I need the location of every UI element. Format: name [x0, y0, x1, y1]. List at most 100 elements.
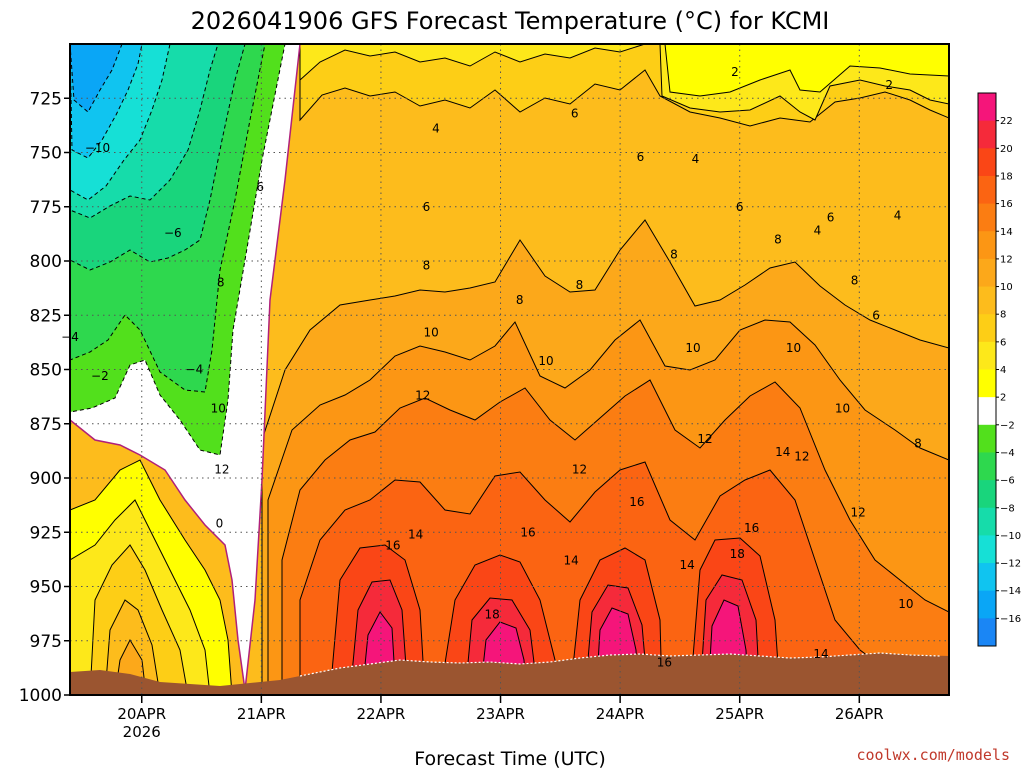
contour-label: 6 [637, 150, 645, 164]
contour-label: 12 [794, 449, 809, 463]
colorbar-swatch [978, 563, 996, 592]
colorbar-swatch [978, 231, 996, 260]
contour-label: 16 [657, 655, 672, 669]
contour-label: 6 [736, 200, 744, 214]
y-tick-label: 800 [30, 252, 62, 272]
colorbar-swatch [978, 203, 996, 232]
colorbar-swatch [978, 148, 996, 177]
colorbar-swatch [978, 480, 996, 509]
colorbar: 22 20 18 16 14 12 10 8 6 4 2 −2 −4 −6 −8 −10 −12 −14 −16 [977, 92, 1021, 647]
colorbar-swatch [978, 286, 996, 315]
contour-label: 16 [385, 538, 400, 552]
colorbar-swatch [978, 452, 996, 481]
colorbar-swatch [978, 120, 996, 149]
x-tick-label: 21APR [237, 705, 286, 723]
colorbar-label: 18 [1000, 171, 1013, 182]
y-tick-label: 825 [30, 306, 62, 326]
colorbar-swatch [978, 590, 996, 619]
contour-label: 16 [520, 525, 535, 539]
contour-label: −2 [91, 369, 109, 383]
contour-label: 14 [775, 445, 790, 459]
contour-label: 6 [571, 106, 579, 120]
contour-label: 2 [885, 78, 893, 92]
colorbar-label: 22 [1000, 116, 1013, 127]
colorbar-label: 4 [1000, 365, 1006, 376]
colorbar-label: −12 [1000, 559, 1021, 570]
y-tick-label: 850 [30, 361, 62, 381]
contour-label: 6 [872, 308, 880, 322]
contour-label: 6 [827, 211, 835, 225]
band-warm-2 [664, 44, 949, 97]
contour-label: 8 [851, 274, 859, 288]
colorbar-label: 12 [1000, 254, 1013, 265]
credit-link[interactable]: coolwx.com/models [856, 746, 1010, 764]
band-cold-m14 [70, 44, 123, 113]
colorbar-label: −2 [1000, 420, 1015, 431]
contour-label: 8 [914, 436, 922, 450]
contour-label: 2 [731, 65, 739, 79]
x-tick-label: 22APR [357, 705, 406, 723]
contour-label: 4 [894, 208, 902, 222]
contour-label: 10 [786, 341, 801, 355]
y-axis: 725 750 775 800 825 850 875 900 925 950 975 1000 [19, 89, 70, 706]
colorbar-swatch [978, 175, 996, 205]
contour-label: 8 [774, 232, 782, 246]
contour-label: 8 [670, 247, 678, 261]
contour-label: 10 [211, 402, 226, 416]
y-tick-label: 925 [30, 523, 62, 543]
contour-label: 8 [576, 278, 584, 292]
x-tick-sublabel: 2026 [123, 723, 161, 741]
y-tick-label: 950 [30, 578, 62, 598]
contour-label: −4 [186, 363, 204, 377]
y-tick-label: 750 [30, 144, 62, 164]
contour-label: 4 [692, 152, 700, 166]
colorbar-label: 6 [1000, 337, 1006, 348]
contour-label: −10 [85, 141, 110, 155]
contour-label: 16 [629, 495, 644, 509]
colorbar-swatch [978, 535, 996, 564]
contour-label: 4 [814, 224, 822, 238]
contour-label: 16 [744, 521, 759, 535]
contour-label: 0 [216, 517, 224, 531]
contour-label: 14 [408, 527, 423, 541]
colorbar-label: 8 [1000, 310, 1006, 321]
colorbar-label: 20 [1000, 144, 1013, 155]
x-tick-label: 25APR [715, 705, 764, 723]
colorbar-label: 16 [1000, 199, 1013, 210]
colorbar-label: −16 [1000, 614, 1021, 625]
y-tick-label: 725 [30, 89, 62, 109]
colorbar-swatch [978, 258, 996, 288]
contour-label: 14 [679, 558, 694, 572]
x-tick-label: 23APR [476, 705, 525, 723]
colorbar-label: −14 [1000, 586, 1021, 597]
contour-label: 12 [214, 462, 229, 476]
contour-label: 12 [415, 389, 430, 403]
colorbar-swatch [978, 369, 996, 398]
contour-label: −6 [164, 226, 182, 240]
contour-label: 12 [850, 506, 865, 520]
contour-label: 18 [730, 547, 745, 561]
colorbar-swatch [978, 93, 996, 122]
contour-label: 14 [563, 553, 578, 567]
y-tick-label: 975 [30, 632, 62, 652]
y-tick-label: 775 [30, 198, 62, 218]
colorbar-swatch [978, 507, 996, 536]
contour-label: 10 [835, 402, 850, 416]
contour-label: 18 [485, 608, 500, 622]
x-tick-label: 26APR [835, 705, 884, 723]
y-tick-label: 900 [30, 469, 62, 489]
colorbar-label: −6 [1000, 476, 1015, 487]
colorbar-swatch [978, 424, 996, 453]
contour-label: 12 [572, 462, 587, 476]
contour-label: 8 [423, 258, 431, 272]
band-warm-4 [299, 44, 646, 82]
colorbar-swatch [978, 341, 996, 370]
contour-label: 8 [217, 276, 225, 290]
colorbar-label: 2 [1000, 393, 1006, 404]
contour-label: 10 [538, 354, 553, 368]
y-tick-label: 875 [30, 415, 62, 435]
x-tick-label: 20APR [117, 705, 166, 723]
